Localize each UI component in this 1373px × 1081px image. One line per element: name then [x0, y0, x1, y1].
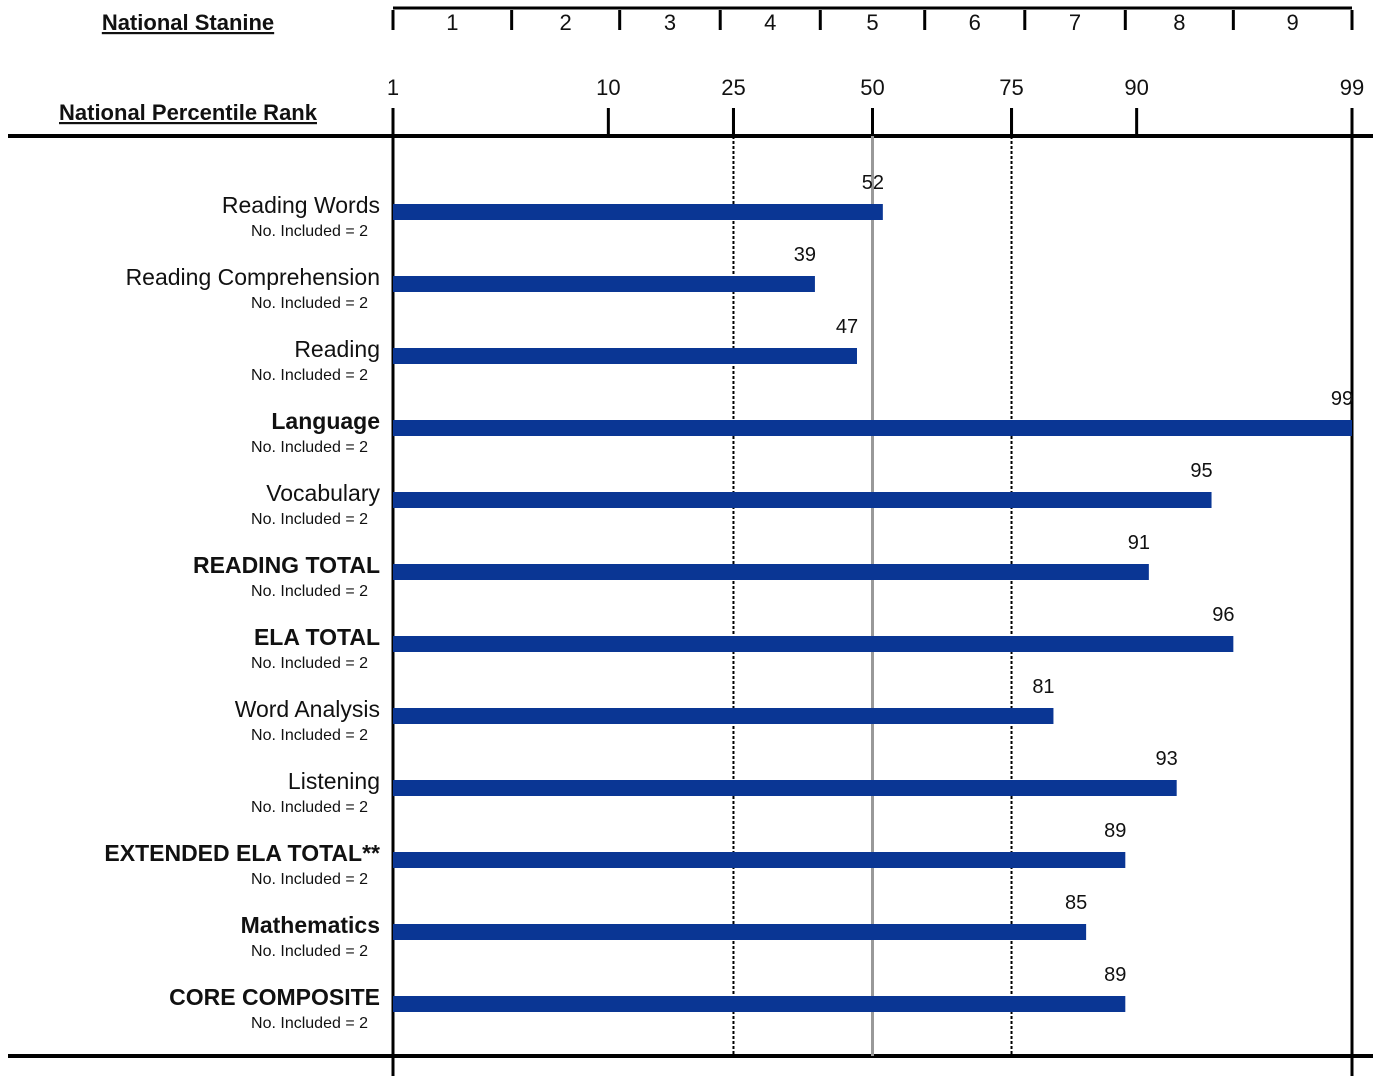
- category-label: Mathematics: [241, 912, 380, 938]
- percentile-tick-label: 99: [1340, 75, 1364, 100]
- stanine-label: 2: [560, 10, 572, 35]
- bar-value-label: 39: [794, 244, 816, 266]
- bar-value-label: 85: [1065, 892, 1087, 914]
- stanine-label: 9: [1287, 10, 1299, 35]
- bar: [393, 780, 1177, 796]
- percentile-tick-label: 1: [387, 75, 399, 100]
- category-label: Listening: [288, 768, 380, 794]
- category-sublabel: No. Included = 2: [251, 511, 368, 528]
- bar-value-label: 93: [1156, 748, 1178, 770]
- category-label: ELA TOTAL: [254, 624, 380, 650]
- category-sublabel: No. Included = 2: [251, 799, 368, 816]
- bar: [393, 348, 857, 364]
- percentile-tick-label: 10: [596, 75, 620, 100]
- stanine-title: National Stanine: [102, 10, 274, 35]
- bar: [393, 852, 1126, 868]
- category-sublabel: No. Included = 2: [251, 367, 368, 384]
- bar: [393, 996, 1126, 1012]
- category-sublabel: No. Included = 2: [251, 655, 368, 672]
- category-label: EXTENDED ELA TOTAL**: [104, 840, 380, 866]
- bar-value-label: 95: [1190, 460, 1212, 482]
- stanine-label: 7: [1069, 10, 1081, 35]
- category-sublabel: No. Included = 2: [251, 871, 368, 888]
- bar: [393, 708, 1054, 724]
- stanine-label: 1: [446, 10, 458, 35]
- category-label: Language: [271, 408, 380, 434]
- stanine-label: 3: [664, 10, 676, 35]
- bar-value-label: 96: [1212, 604, 1234, 626]
- category-label: Reading Words: [222, 192, 380, 218]
- stanine-label: 8: [1173, 10, 1185, 35]
- percentile-tick-label: 50: [860, 75, 884, 100]
- bar: [393, 636, 1234, 652]
- bar-value-label: 52: [862, 172, 884, 194]
- percentile-tick-label: 90: [1124, 75, 1148, 100]
- category-label: Vocabulary: [266, 480, 380, 506]
- category-label: CORE COMPOSITE: [169, 984, 380, 1010]
- bar-value-label: 91: [1128, 532, 1150, 554]
- bar-value-label: 81: [1032, 676, 1054, 698]
- bar-value-label: 89: [1104, 820, 1126, 842]
- category-label: Reading Comprehension: [126, 264, 380, 290]
- category-sublabel: No. Included = 2: [251, 439, 368, 456]
- percentile-tick-label: 75: [999, 75, 1023, 100]
- category-sublabel: No. Included = 2: [251, 583, 368, 600]
- category-label: Reading: [294, 336, 380, 362]
- category-sublabel: No. Included = 2: [251, 727, 368, 744]
- bar: [393, 420, 1352, 436]
- category-sublabel: No. Included = 2: [251, 295, 368, 312]
- bar: [393, 492, 1212, 508]
- bar-value-label: 99: [1331, 388, 1353, 410]
- category-sublabel: No. Included = 2: [251, 223, 368, 240]
- stanine-label: 4: [764, 10, 776, 35]
- bar-value-label: 47: [836, 316, 858, 338]
- category-label: Word Analysis: [235, 696, 380, 722]
- bar: [393, 564, 1149, 580]
- bar: [393, 924, 1087, 940]
- stanine-label: 6: [969, 10, 981, 35]
- percentile-rank-title: National Percentile Rank: [59, 100, 318, 125]
- bar: [393, 204, 883, 220]
- category-sublabel: No. Included = 2: [251, 1015, 368, 1032]
- bar-value-label: 89: [1104, 964, 1126, 986]
- bar: [393, 276, 815, 292]
- category-label: READING TOTAL: [193, 552, 380, 578]
- category-sublabel: No. Included = 2: [251, 943, 368, 960]
- stanine-label: 5: [866, 10, 878, 35]
- percentile-tick-label: 25: [721, 75, 745, 100]
